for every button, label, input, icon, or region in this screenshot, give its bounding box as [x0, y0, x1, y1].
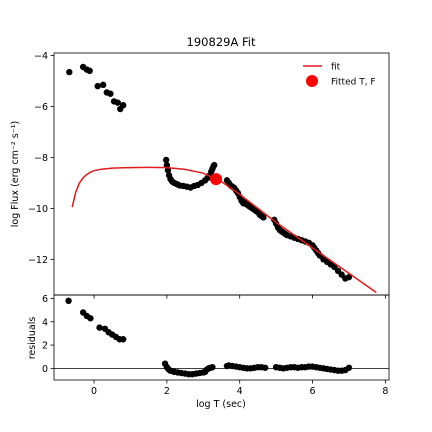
residuals-data-point [261, 364, 269, 371]
main-data-point [162, 156, 170, 164]
residuals-plot: 0 2 4 6 8 0 2 4 6 residuals log T (sec) [27, 294, 390, 410]
main-data-point [107, 90, 114, 97]
residuals-data-point [87, 315, 94, 322]
main-y-tick-label: −6 [34, 102, 48, 113]
residuals-x-tick-label: 6 [310, 386, 316, 397]
main-data-point [94, 82, 101, 90]
legend-fit-label: fit [331, 63, 341, 73]
legend-fitted-marker-swatch [306, 75, 318, 87]
main-data-point [260, 214, 267, 221]
main-data-point [163, 161, 171, 169]
residuals-y-tick-label: 4 [42, 317, 48, 328]
residuals-data-point [65, 297, 72, 305]
x-axis-label: log T (sec) [196, 399, 246, 410]
main-plot-marks [66, 63, 377, 294]
residuals-y-axis-label: residuals [27, 317, 38, 360]
main-y-tick-label: −4 [34, 51, 48, 62]
main-data-point [345, 273, 353, 281]
residuals-y-tick-label: 6 [42, 294, 48, 305]
main-data-point [119, 102, 127, 109]
main-data-point [114, 99, 121, 106]
main-y-axis-label: log Flux (erg cm⁻² s⁻¹) [10, 121, 21, 227]
main-plot: −4 −6 −8 −10 −12 log Flux (erg cm⁻² s⁻¹) [10, 51, 390, 299]
residuals-plot-axes: 0 2 4 6 8 0 2 4 6 [42, 294, 390, 397]
main-y-tick-label: −12 [28, 255, 48, 266]
residuals-plot-marks [54, 297, 389, 378]
legend: fit Fitted T, F [303, 63, 376, 88]
main-y-tick-label: −8 [34, 153, 48, 164]
main-data-point [66, 68, 73, 76]
main-fitted-point [210, 173, 223, 186]
residuals-data-point [209, 363, 216, 371]
main-data-point [211, 161, 218, 169]
main-y-tick-label: −10 [28, 204, 48, 215]
residuals-data-point [96, 324, 103, 331]
main-fit-line [71, 166, 377, 294]
residuals-x-tick-label: 2 [164, 386, 170, 397]
residuals-x-tick-label: 8 [382, 386, 388, 397]
residuals-frame [53, 294, 390, 381]
chart-title: 190829A Fit [187, 35, 256, 49]
residuals-data-point [345, 364, 353, 371]
main-data-point [99, 81, 107, 89]
main-data-point [86, 67, 93, 75]
residuals-x-tick-label: 4 [237, 386, 243, 397]
residuals-y-tick-label: 2 [42, 341, 48, 352]
residuals-x-tick-label: 0 [91, 386, 97, 397]
residuals-y-tick-label: 0 [42, 364, 48, 375]
residuals-data-point [119, 336, 127, 343]
legend-fitted-label: Fitted T, F [331, 78, 376, 88]
